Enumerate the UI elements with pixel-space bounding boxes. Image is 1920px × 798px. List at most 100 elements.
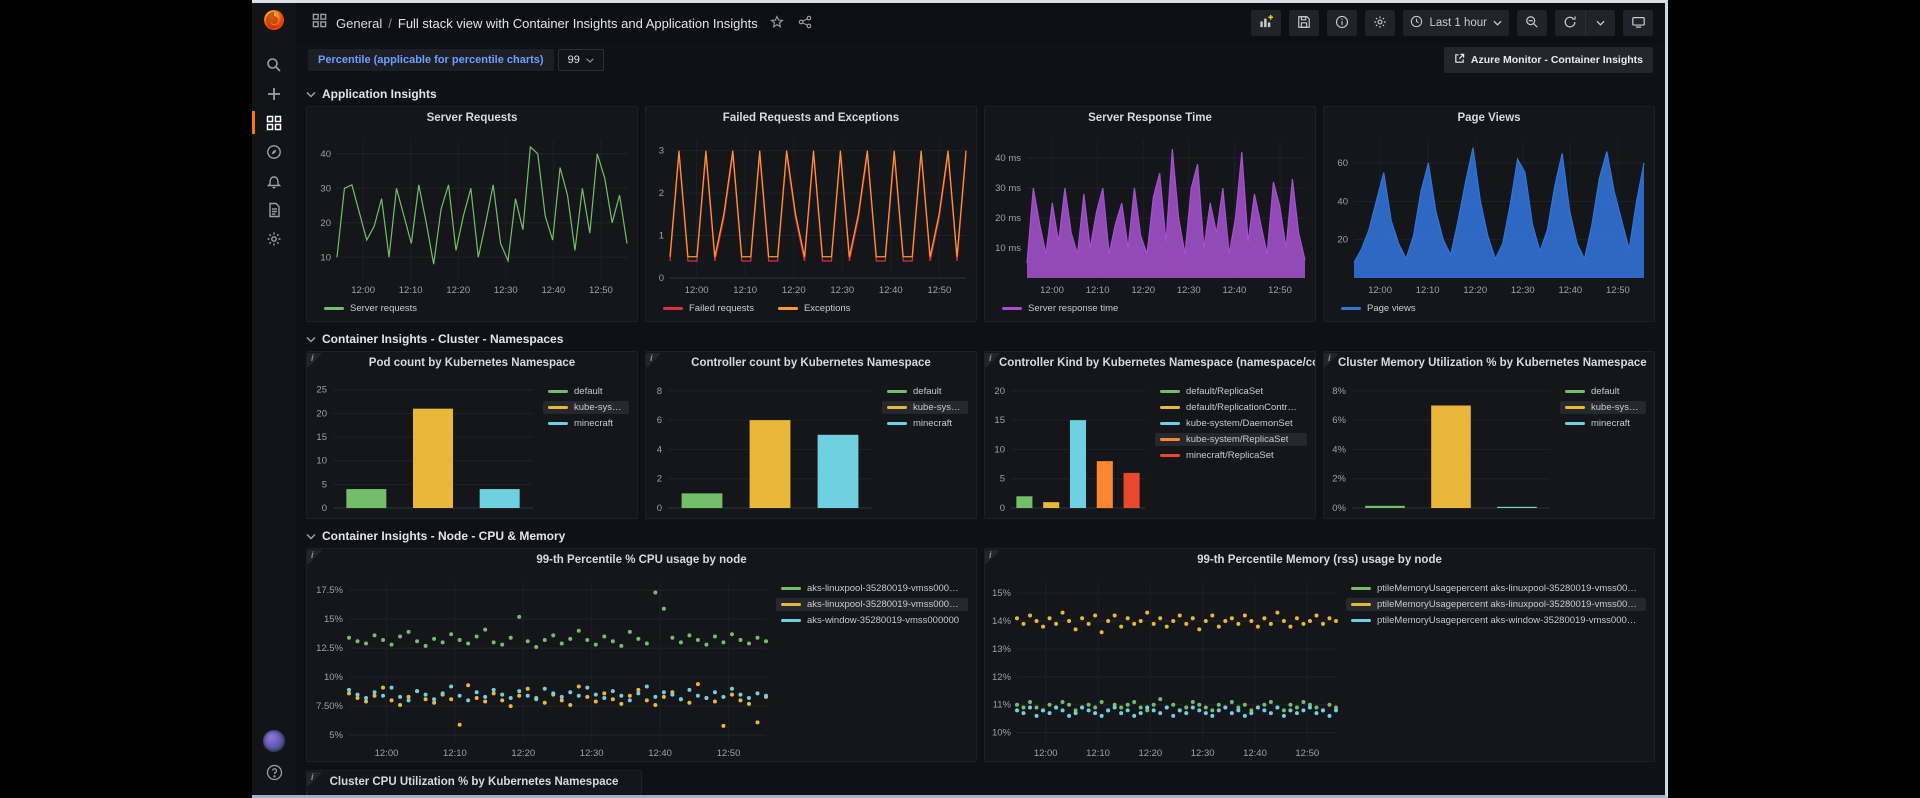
server-response-time-chart[interactable]: 10 ms 20 ms 30 ms 40 ms 12:00 12:10 12:20 12:30… xyxy=(985,130,1315,298)
legend-item[interactable]: Exceptions xyxy=(773,302,855,315)
sidebar-item-create[interactable] xyxy=(252,79,296,108)
sidebar-item-docs[interactable] xyxy=(252,195,296,224)
legend-label: Server response time xyxy=(1028,302,1119,314)
dashboard-info-button[interactable] xyxy=(1327,10,1358,36)
row-header-application-insights[interactable]: Application Insights xyxy=(306,82,1655,106)
legend-item[interactable]: Server requests xyxy=(319,302,422,315)
pod-count-chart[interactable]: 0 5 10 15 20 25 xyxy=(307,375,543,518)
panel-title[interactable]: Cluster CPU Utilization % by Kubernetes … xyxy=(329,776,619,788)
top-navbar: General / Full stack view with Container… xyxy=(296,3,1665,43)
failed-requests-chart[interactable]: 0 1 2 3 12:00 12:10 12:20 12:30 12:40 12:50 xyxy=(646,130,976,298)
legend-color-dash xyxy=(777,306,798,310)
svg-text:40: 40 xyxy=(320,149,331,160)
time-picker-button[interactable]: Last 1 hour xyxy=(1403,10,1509,36)
legend-item[interactable]: kube-system/DaemonSet xyxy=(1155,417,1307,430)
grafana-logo-icon[interactable] xyxy=(262,8,286,32)
sidebar-item-search[interactable] xyxy=(252,50,296,79)
add-panel-icon xyxy=(1258,14,1274,32)
favorite-star-button[interactable] xyxy=(768,13,786,34)
memory-usage-legend: ptileMemoryUsagepercent aks-linuxpool-35… xyxy=(1346,572,1654,761)
server-requests-legend: Server requests xyxy=(307,298,637,321)
panel-title[interactable]: Controller Kind by Kubernetes Namespace … xyxy=(999,357,1315,369)
refresh-interval-dropdown[interactable] xyxy=(1585,10,1615,36)
legend-item[interactable]: minecraft xyxy=(543,417,629,430)
legend-color-dash xyxy=(887,406,907,409)
azure-monitor-link-button[interactable]: Azure Monitor - Container Insights xyxy=(1443,47,1653,73)
svg-text:20 ms: 20 ms xyxy=(995,213,1021,224)
info-icon[interactable]: i xyxy=(307,353,321,367)
panel-title[interactable]: Page Views xyxy=(1457,112,1521,124)
info-icon[interactable]: i xyxy=(985,353,999,367)
panel-title[interactable]: 99-th Percentile Memory (rss) usage by n… xyxy=(1197,554,1442,566)
legend-item[interactable]: kube-system/ReplicaSet xyxy=(1155,433,1307,446)
legend-item[interactable]: minecraft xyxy=(1560,417,1646,430)
add-panel-button[interactable] xyxy=(1251,10,1282,36)
share-button[interactable] xyxy=(796,13,814,34)
legend-item[interactable]: ptileMemoryUsagepercent aks-linuxpool-35… xyxy=(1346,598,1646,611)
svg-text:10 ms: 10 ms xyxy=(995,243,1021,254)
legend-item[interactable]: aks-linuxpool-35280019-vmss000001 xyxy=(776,598,968,611)
dashboard-title[interactable]: Full stack view with Container Insights … xyxy=(397,15,758,31)
sidebar-item-configuration[interactable] xyxy=(252,224,296,253)
chevron-down-icon xyxy=(306,529,316,543)
legend-item[interactable]: kube-system xyxy=(1560,401,1646,414)
legend-item[interactable]: Page views xyxy=(1336,302,1421,315)
panel-title[interactable]: Server Response Time xyxy=(1088,112,1212,124)
sidebar-item-dashboards[interactable] xyxy=(252,108,296,137)
row-header-node-cpu-memory[interactable]: Container Insights - Node - CPU & Memory xyxy=(306,524,1655,548)
panel-title[interactable]: Server Requests xyxy=(426,112,518,124)
sidebar-item-alerting[interactable] xyxy=(252,166,296,195)
zoom-out-button[interactable] xyxy=(1517,10,1547,36)
controller-kind-chart[interactable]: 0 5 10 15 20 xyxy=(985,375,1155,518)
panel-title[interactable]: 99-th Percentile % CPU usage by node xyxy=(536,554,747,566)
kiosk-mode-button[interactable] xyxy=(1623,10,1653,36)
sidebar-item-explore[interactable] xyxy=(252,137,296,166)
dashboard-scroll-area[interactable]: Application Insights Server Requests 10 2… xyxy=(296,77,1665,795)
cpu-usage-chart[interactable]: 5% 7.50% 10% 12.5% 15% 17.5% 12:00 12:10 12:20 12… xyxy=(307,572,776,761)
legend-item[interactable]: default/ReplicationController xyxy=(1155,401,1307,414)
sidebar-bottom xyxy=(263,730,285,795)
legend-item[interactable]: kube-system xyxy=(543,401,629,414)
cluster-memory-chart[interactable]: 0% 2% 4% 6% 8% xyxy=(1324,375,1560,518)
info-icon[interactable]: i xyxy=(307,772,321,786)
info-icon[interactable]: i xyxy=(985,550,999,564)
legend-item[interactable]: ptileMemoryUsagepercent aks-window-35280… xyxy=(1346,614,1646,627)
refresh-button[interactable] xyxy=(1555,10,1585,36)
server-requests-chart[interactable]: 10 20 30 40 12:00 12:10 12:20 12:30 12:40 12:50 xyxy=(307,130,637,298)
panel-title[interactable]: Controller count by Kubernetes Namespace xyxy=(691,357,931,369)
page-views-chart[interactable]: 20 40 60 12:00 12:10 12:20 12:30 12:40 12:50 xyxy=(1324,130,1654,298)
sidebar-item-help[interactable] xyxy=(263,764,285,781)
info-icon[interactable]: i xyxy=(307,550,321,564)
variable-label[interactable]: Percentile (applicable for percentile ch… xyxy=(308,49,554,71)
svg-text:15%: 15% xyxy=(992,588,1012,599)
row-header-cluster-namespaces[interactable]: Container Insights - Cluster - Namespace… xyxy=(306,327,1655,351)
svg-text:20: 20 xyxy=(994,386,1005,397)
legend-item[interactable]: default xyxy=(882,385,968,398)
legend-item[interactable]: default/ReplicaSet xyxy=(1155,385,1307,398)
legend-item[interactable]: default xyxy=(1560,385,1646,398)
legend-item[interactable]: Server response time xyxy=(997,302,1123,315)
memory-usage-chart[interactable]: 10% 11% 12% 13% 14% 15% 12:00 12:10 12:20 12:30 12… xyxy=(985,572,1346,761)
legend-item[interactable]: aks-linuxpool-35280019-vmss000000 xyxy=(776,582,968,595)
panel-title[interactable]: Pod count by Kubernetes Namespace xyxy=(368,357,576,369)
info-icon[interactable]: i xyxy=(646,353,660,367)
legend-label: default xyxy=(574,386,603,397)
panel-title[interactable]: Failed Requests and Exceptions xyxy=(722,112,900,124)
controller-count-chart[interactable]: 0 2 4 6 8 xyxy=(646,375,882,518)
legend-item[interactable]: minecraft/ReplicaSet xyxy=(1155,449,1307,462)
legend-item[interactable]: default xyxy=(543,385,629,398)
legend-item[interactable]: kube-system xyxy=(882,401,968,414)
dashboard-settings-button[interactable] xyxy=(1365,10,1396,36)
variable-value-dropdown[interactable]: 99 xyxy=(557,49,604,71)
panel-title[interactable]: Cluster Memory Utilization % by Kubernet… xyxy=(1338,357,1647,369)
legend-item[interactable]: aks-window-35280019-vmss000000 xyxy=(776,614,968,627)
legend-item[interactable]: ptileMemoryUsagepercent aks-linuxpool-35… xyxy=(1346,582,1646,595)
legend-item[interactable]: Failed requests xyxy=(658,302,759,315)
info-icon[interactable]: i xyxy=(1324,353,1338,367)
user-avatar[interactable] xyxy=(263,730,285,752)
save-dashboard-button[interactable] xyxy=(1289,10,1320,36)
breadcrumb-folder[interactable]: General xyxy=(336,15,383,31)
legend-label: kube-system xyxy=(913,402,963,413)
svg-text:4: 4 xyxy=(657,444,662,455)
legend-item[interactable]: minecraft xyxy=(882,417,968,430)
